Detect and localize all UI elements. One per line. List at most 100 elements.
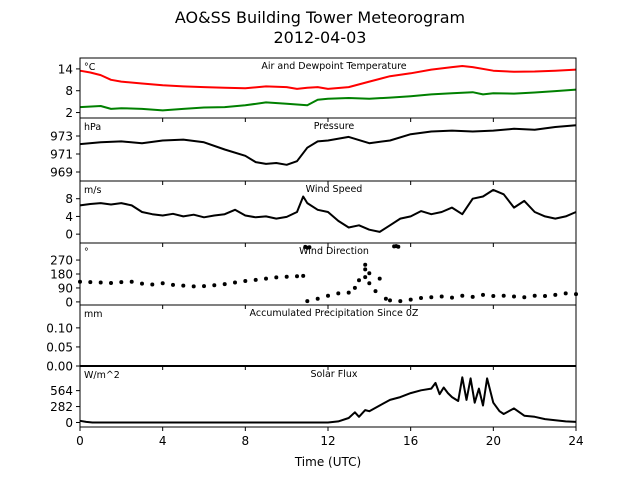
data-point bbox=[243, 279, 248, 283]
data-point bbox=[171, 282, 175, 287]
data-point bbox=[396, 244, 401, 249]
data-point bbox=[301, 273, 306, 278]
x-tick-label: 0 bbox=[76, 434, 84, 448]
data-point bbox=[336, 291, 341, 296]
y-tick-label: 14 bbox=[58, 62, 73, 76]
data-point bbox=[470, 294, 475, 299]
panel-6: 0 282 564 W/m^2 Solar Flux bbox=[50, 365, 577, 431]
data-point bbox=[501, 293, 506, 298]
data-point bbox=[363, 267, 368, 272]
data-point bbox=[383, 296, 388, 301]
data-point bbox=[202, 284, 206, 289]
data-point bbox=[233, 280, 237, 285]
y-tick-label: 973 bbox=[50, 130, 73, 144]
x-tick-label: 12 bbox=[320, 434, 335, 448]
data-point bbox=[388, 298, 392, 303]
data-point bbox=[222, 282, 227, 287]
x-tick-label: 20 bbox=[486, 434, 501, 448]
data-point bbox=[367, 281, 372, 286]
y-tick-label: 2 bbox=[65, 106, 73, 120]
y-tick-label: 971 bbox=[50, 148, 73, 162]
data-point bbox=[419, 296, 423, 300]
data-point bbox=[346, 290, 351, 295]
data-point bbox=[253, 277, 258, 282]
data-point bbox=[367, 271, 372, 276]
data-point bbox=[326, 293, 330, 298]
panel-unit-label: ° bbox=[84, 247, 89, 258]
panel-title: Pressure bbox=[314, 121, 355, 132]
panel-unit-label: W/m^2 bbox=[84, 370, 120, 381]
data-point bbox=[532, 293, 537, 298]
panel-unit-label: hPa bbox=[84, 122, 101, 133]
data-point bbox=[398, 299, 403, 304]
x-axis-label: Time (UTC) bbox=[294, 455, 361, 469]
data-point bbox=[295, 274, 299, 279]
data-point bbox=[119, 280, 124, 285]
data-point bbox=[363, 275, 368, 280]
series-line bbox=[79, 88, 577, 112]
panel-unit-label: mm bbox=[84, 309, 103, 320]
data-point bbox=[140, 281, 144, 286]
panel-1: 2 8 14 °C Air and Dewpoint Temperature bbox=[58, 57, 577, 122]
panel-2: 969 971 973 hPa Pressure bbox=[50, 117, 577, 185]
x-tick-label: 4 bbox=[159, 434, 167, 448]
panel-3: 0 4 8 m/s Wind Speed bbox=[65, 180, 577, 247]
data-point bbox=[377, 276, 382, 281]
data-point bbox=[563, 291, 568, 296]
data-point bbox=[88, 280, 93, 285]
series-line bbox=[79, 188, 577, 233]
y-tick-label: 8 bbox=[65, 192, 73, 206]
data-point bbox=[264, 276, 268, 281]
data-point bbox=[284, 274, 289, 279]
data-point bbox=[357, 278, 361, 283]
data-point bbox=[150, 282, 155, 287]
data-point bbox=[274, 275, 279, 280]
panel-unit-label: m/s bbox=[84, 185, 101, 196]
series-line bbox=[79, 124, 577, 166]
y-tick-label: 180 bbox=[50, 268, 73, 282]
data-point bbox=[129, 279, 134, 284]
x-tick-label: 8 bbox=[242, 434, 250, 448]
panel-title: Accumulated Precipitation Since 0Z bbox=[250, 308, 419, 319]
y-tick-label: 0 bbox=[65, 295, 73, 309]
data-point bbox=[363, 262, 368, 267]
y-tick-label: 8 bbox=[65, 84, 73, 98]
series-line bbox=[79, 65, 577, 90]
panel-unit-label: °C bbox=[84, 62, 96, 73]
data-point bbox=[543, 294, 547, 298]
y-tick-label: 969 bbox=[50, 166, 73, 180]
data-point bbox=[460, 293, 465, 298]
figure-subtitle: 2012-04-03 bbox=[273, 28, 367, 47]
data-point bbox=[352, 285, 357, 290]
data-point bbox=[181, 283, 186, 288]
y-tick-label: 0.05 bbox=[46, 340, 73, 354]
y-tick-label: 564 bbox=[50, 384, 73, 398]
x-tick-label: 24 bbox=[568, 434, 583, 448]
data-point bbox=[315, 296, 320, 301]
panel-title: Solar Flux bbox=[311, 369, 358, 380]
y-tick-label: 0 bbox=[65, 416, 73, 430]
data-point bbox=[491, 294, 496, 298]
data-point bbox=[307, 245, 312, 250]
y-tick-label: 0.10 bbox=[46, 321, 73, 335]
y-tick-label: 0.00 bbox=[46, 360, 73, 374]
figure-title: AO&SS Building Tower Meteorogram bbox=[174, 8, 466, 27]
series-line bbox=[79, 376, 577, 424]
panel-title: Wind Speed bbox=[306, 184, 363, 195]
data-point bbox=[429, 295, 434, 300]
x-tick-label: 16 bbox=[403, 434, 418, 448]
y-tick-label: 270 bbox=[50, 254, 73, 268]
panel-title: Wind Direction bbox=[299, 246, 369, 257]
data-point bbox=[408, 297, 413, 302]
panel-title: Air and Dewpoint Temperature bbox=[261, 61, 406, 72]
data-point bbox=[373, 289, 378, 294]
panel-5: 0.00 0.05 0.10 mm Accumulated Precipitation … bbox=[46, 304, 577, 374]
y-tick-label: 4 bbox=[65, 210, 73, 224]
data-point bbox=[305, 299, 310, 304]
data-point bbox=[512, 294, 516, 299]
data-point bbox=[439, 294, 444, 299]
data-point bbox=[160, 281, 165, 286]
